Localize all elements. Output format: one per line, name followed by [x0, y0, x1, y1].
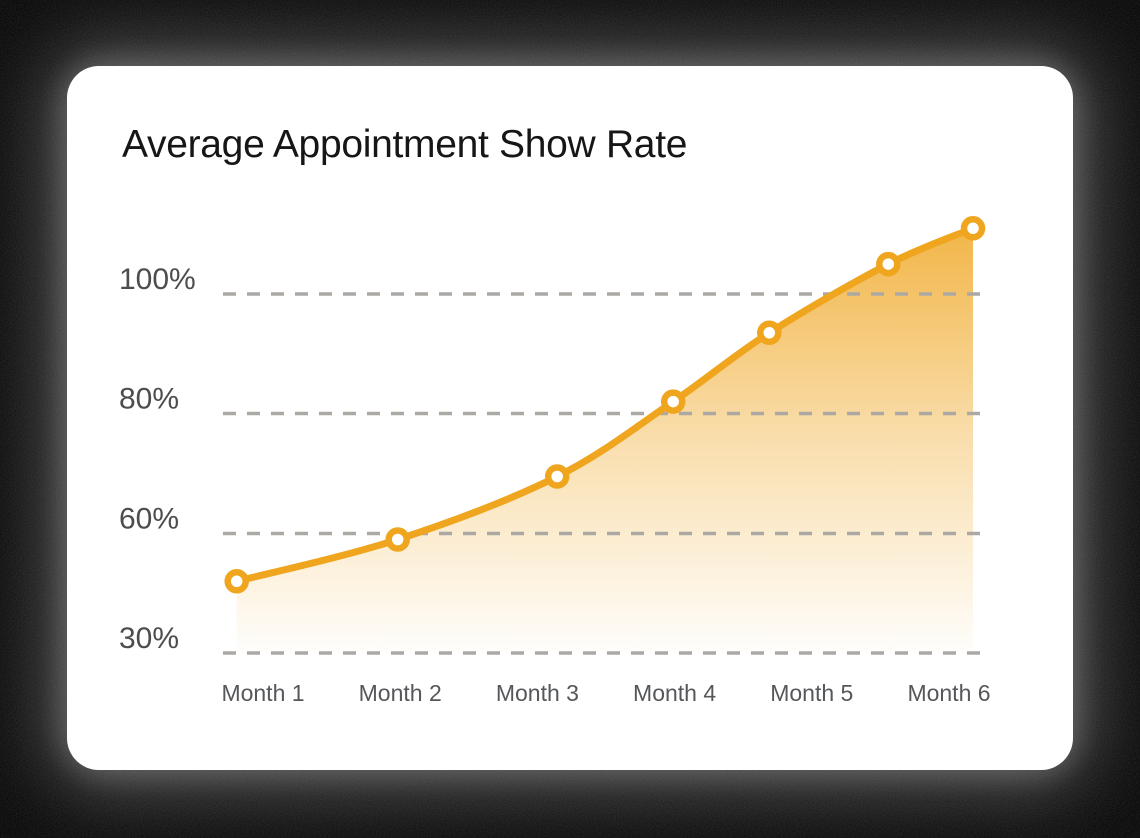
chart-card: Average Appointment Show Rate 100% 80% 60%… [67, 66, 1073, 770]
x-tick-label: Month 4 [633, 680, 716, 706]
x-tick-label: Month 1 [221, 680, 304, 706]
data-point-marker [960, 216, 986, 241]
y-tick-label: 80% [119, 383, 179, 416]
data-point-marker [876, 251, 901, 277]
show-rate-chart: 100%80%60%30% Month 1 Month 2 Month 3 Month… [119, 216, 991, 706]
y-tick-label: 60% [119, 503, 179, 536]
x-tick-label: Month 5 [770, 680, 853, 706]
x-tick-label: Month 2 [359, 680, 442, 706]
area-fill [236, 228, 973, 654]
y-tick-label: 30% [119, 622, 179, 655]
data-point-marker [660, 389, 686, 414]
y-axis-labels: 100% 80% 60% 30% [119, 263, 196, 655]
x-axis-labels: Month 1 Month 2 Month 3 Month 4 Month 5 Month… [221, 680, 990, 706]
data-point-marker [385, 527, 410, 552]
data-point-marker [757, 320, 782, 346]
y-tick-label: 100% [119, 263, 196, 296]
x-tick-label: Month 3 [496, 680, 579, 706]
x-tick-label: Month 6 [907, 680, 990, 706]
data-point-marker [544, 464, 570, 489]
data-point-marker [224, 569, 249, 594]
